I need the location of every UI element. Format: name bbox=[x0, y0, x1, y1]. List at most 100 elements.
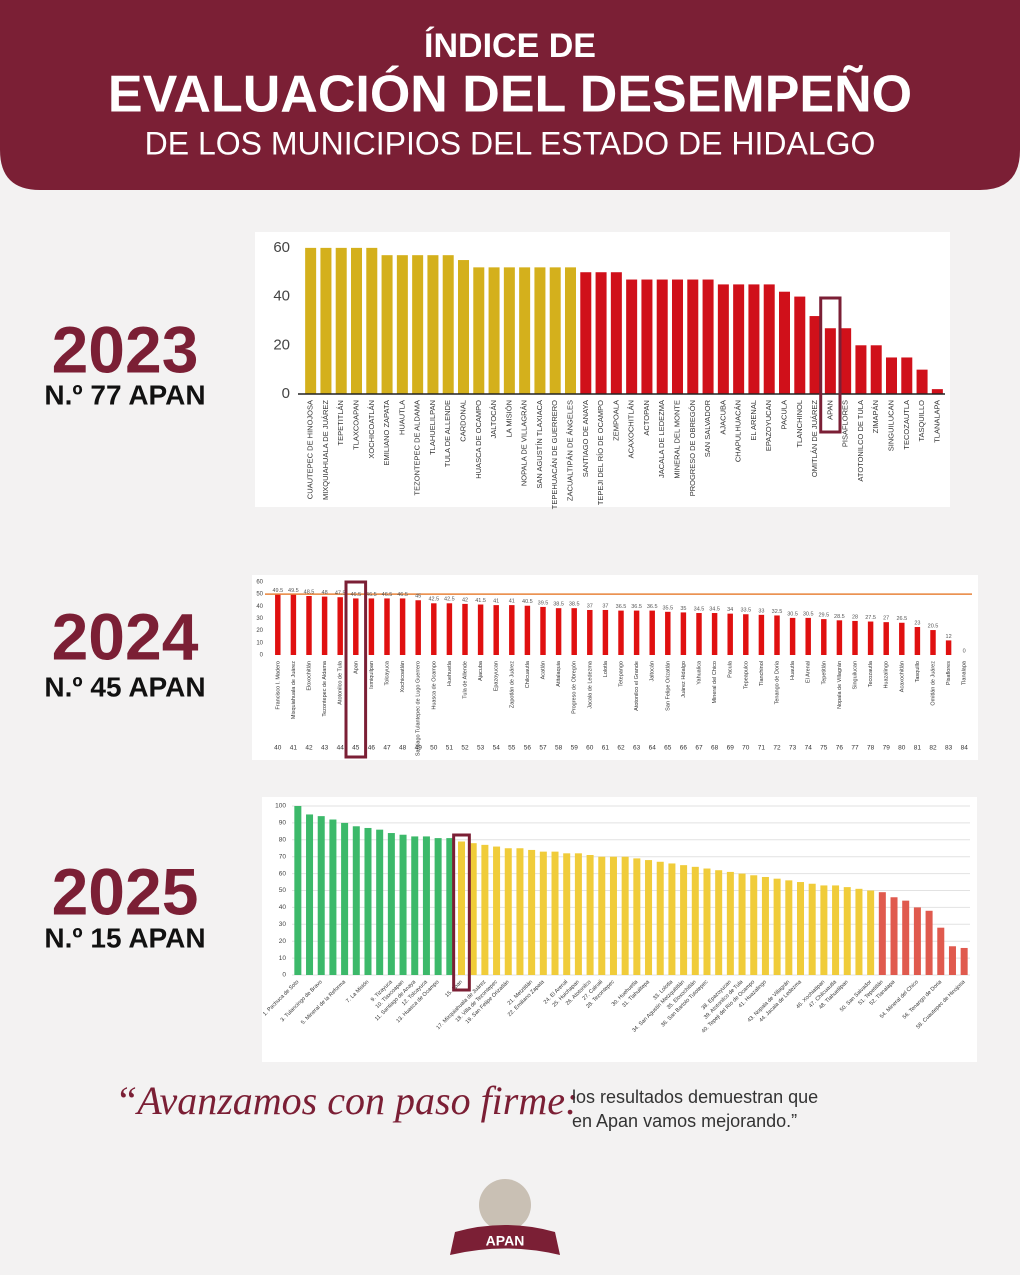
rank-number: 67 bbox=[695, 745, 703, 752]
value-label: 28.5 bbox=[834, 614, 845, 620]
value-label: 20.5 bbox=[928, 624, 939, 630]
bar bbox=[431, 603, 437, 655]
x-tick-label: EL ARENAL bbox=[749, 400, 758, 441]
y-tick-label: 30 bbox=[279, 921, 287, 928]
value-label: 42.5 bbox=[428, 597, 439, 603]
y-tick-label: 50 bbox=[279, 887, 287, 894]
x-tick-label: SAN AGUSTÍN TLAXIACA bbox=[535, 400, 544, 489]
bar bbox=[702, 279, 714, 394]
bar bbox=[555, 608, 562, 655]
bar bbox=[821, 619, 827, 655]
x-tick-label: CARDONAL bbox=[458, 400, 467, 442]
bar bbox=[317, 816, 325, 975]
bar bbox=[778, 291, 791, 394]
bar bbox=[368, 598, 375, 655]
value-label: 49.5 bbox=[288, 588, 299, 594]
rank-number: 78 bbox=[867, 745, 875, 752]
bar bbox=[703, 868, 711, 975]
rank-number: 51 bbox=[446, 745, 454, 752]
bar bbox=[574, 853, 582, 975]
x-tick-label: Santiago Tulantepec de Lugo Guerrero bbox=[416, 661, 422, 756]
x-tick-label: ZACUALTIPÁN DE ÁNGELES bbox=[565, 400, 574, 501]
x-tick-label: Apan bbox=[353, 661, 359, 674]
rank-number: 81 bbox=[914, 745, 922, 752]
y-tick-label: 0 bbox=[282, 385, 290, 402]
x-tick-label: MIXQUIAHUALA DE JUÁREZ bbox=[321, 400, 330, 500]
x-tick-label: TLANALAPA bbox=[932, 400, 941, 443]
value-label: 39.5 bbox=[538, 600, 549, 606]
bar bbox=[381, 255, 393, 394]
value-label: 27 bbox=[883, 616, 889, 622]
rank-number: 72 bbox=[773, 745, 781, 752]
value-label: 41 bbox=[509, 599, 515, 605]
bar bbox=[321, 596, 328, 655]
year-label: 2023 bbox=[52, 312, 199, 386]
bar bbox=[618, 610, 624, 655]
bar bbox=[758, 614, 765, 655]
value-label: 33 bbox=[758, 608, 764, 614]
value-label: 12 bbox=[946, 634, 952, 640]
x-tick-label: Progreso de Obregón bbox=[572, 661, 578, 714]
x-tick-label: TEPEHUACÁN DE GUERRERO bbox=[550, 400, 559, 509]
bar bbox=[867, 621, 874, 655]
value-label: 48.5 bbox=[304, 589, 315, 595]
x-tick-label: Lolotla bbox=[603, 660, 609, 677]
bar bbox=[785, 880, 793, 975]
year-label: 2024 bbox=[52, 599, 199, 673]
bar bbox=[870, 345, 882, 394]
x-tick-label: Tecozautla bbox=[868, 660, 874, 687]
bar bbox=[738, 873, 746, 975]
x-tick-label: Pisaflores bbox=[946, 661, 952, 685]
bar bbox=[761, 876, 769, 975]
x-tick-label: Acaxochitlán bbox=[899, 661, 905, 692]
bar bbox=[477, 604, 484, 655]
x-tick-label: SINGUILUCAN bbox=[886, 400, 895, 451]
rank-number: 71 bbox=[758, 745, 766, 752]
bar bbox=[843, 887, 851, 975]
bar bbox=[855, 888, 863, 975]
logo-ribbon bbox=[450, 1225, 560, 1255]
x-tick-label: TECOZAUTLA bbox=[902, 400, 911, 450]
bar bbox=[930, 630, 936, 655]
x-tick-label: ACTOPAN bbox=[642, 400, 651, 436]
bar bbox=[621, 856, 629, 975]
y-tick-label: 40 bbox=[279, 904, 287, 911]
year-label: 2025 bbox=[52, 854, 199, 928]
bar bbox=[519, 267, 531, 394]
value-label: 46.5 bbox=[366, 592, 377, 598]
y-tick-label: 0 bbox=[282, 972, 286, 979]
bar bbox=[727, 613, 733, 655]
rank-number: 61 bbox=[602, 745, 610, 752]
x-tick-label: Huautla bbox=[790, 660, 796, 680]
x-tick-label: Tenango de Doria bbox=[774, 660, 780, 704]
bar bbox=[809, 316, 821, 394]
bar bbox=[937, 927, 945, 975]
highlight-box bbox=[344, 580, 368, 759]
value-label: 28 bbox=[852, 614, 858, 620]
x-tick-label: Pacula bbox=[728, 660, 734, 678]
rank-number: 57 bbox=[539, 745, 547, 752]
rank-number: 44 bbox=[337, 745, 345, 752]
y-tick-label: 80 bbox=[279, 837, 287, 844]
x-tick-label: Xochicoatlán bbox=[400, 661, 406, 693]
rank-number: 79 bbox=[883, 745, 891, 752]
bar bbox=[534, 267, 546, 394]
bar bbox=[376, 829, 384, 975]
bar bbox=[649, 610, 655, 655]
rank-number: 52 bbox=[461, 745, 469, 752]
bar bbox=[609, 856, 617, 975]
rank-number: 69 bbox=[727, 745, 735, 752]
rank-number: 54 bbox=[493, 745, 501, 752]
bar bbox=[808, 883, 816, 975]
bar bbox=[645, 860, 653, 975]
rank-number: 53 bbox=[477, 745, 485, 752]
rank-number: 73 bbox=[789, 745, 797, 752]
highlight-box bbox=[819, 296, 842, 434]
bar bbox=[352, 826, 360, 975]
logo: APAN bbox=[450, 1179, 560, 1255]
bar bbox=[665, 611, 671, 655]
bar bbox=[914, 627, 921, 655]
value-label: 48 bbox=[322, 590, 328, 596]
rank-number: 80 bbox=[898, 745, 906, 752]
x-tick-label: PACULA bbox=[779, 400, 788, 429]
